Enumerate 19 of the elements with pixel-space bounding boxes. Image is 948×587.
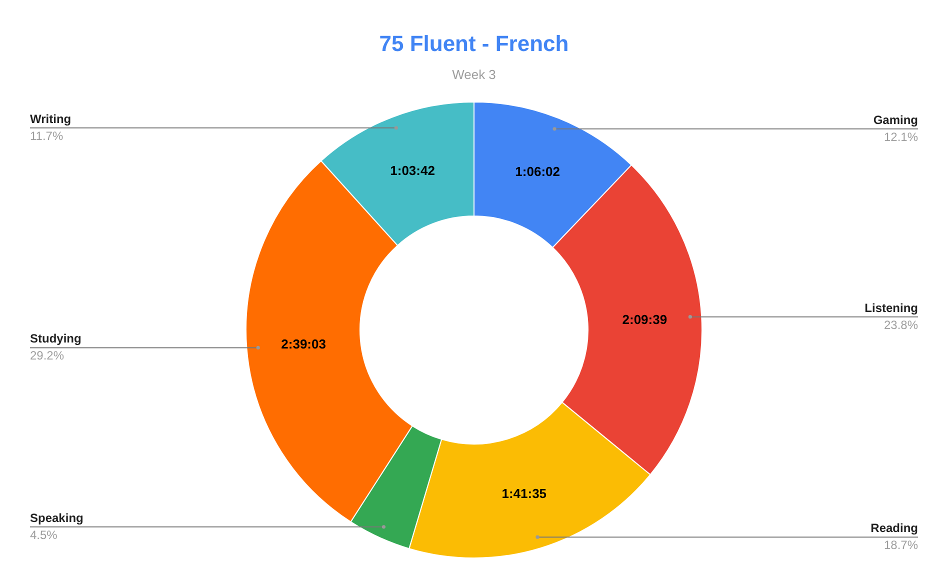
slice-label: Studying (30, 332, 82, 346)
text: 18.7% (884, 538, 918, 552)
slice-label: Gaming (873, 112, 918, 127)
data-label: 2:09:39 (622, 312, 668, 328)
chart-subtitle: Week 3 (452, 67, 496, 82)
slice-label: Listening (864, 300, 918, 315)
data-label: 1:41:35 (502, 486, 547, 502)
text: 11.7% (30, 128, 64, 143)
data-label: 2:39:03 (281, 336, 326, 352)
data-label: 1:03:42 (390, 162, 435, 178)
text: 12.1% (884, 130, 918, 144)
slice-label: Writing (30, 112, 72, 126)
slice-label: Speaking (30, 510, 84, 525)
text: 4.5% (30, 528, 58, 542)
slice-label: Reading (870, 521, 918, 536)
chart-title: 75 Fluent - French (379, 31, 569, 56)
text: 23.8% (884, 318, 918, 332)
data-label: 1:06:02 (515, 164, 560, 179)
text: 29.2% (30, 348, 64, 363)
